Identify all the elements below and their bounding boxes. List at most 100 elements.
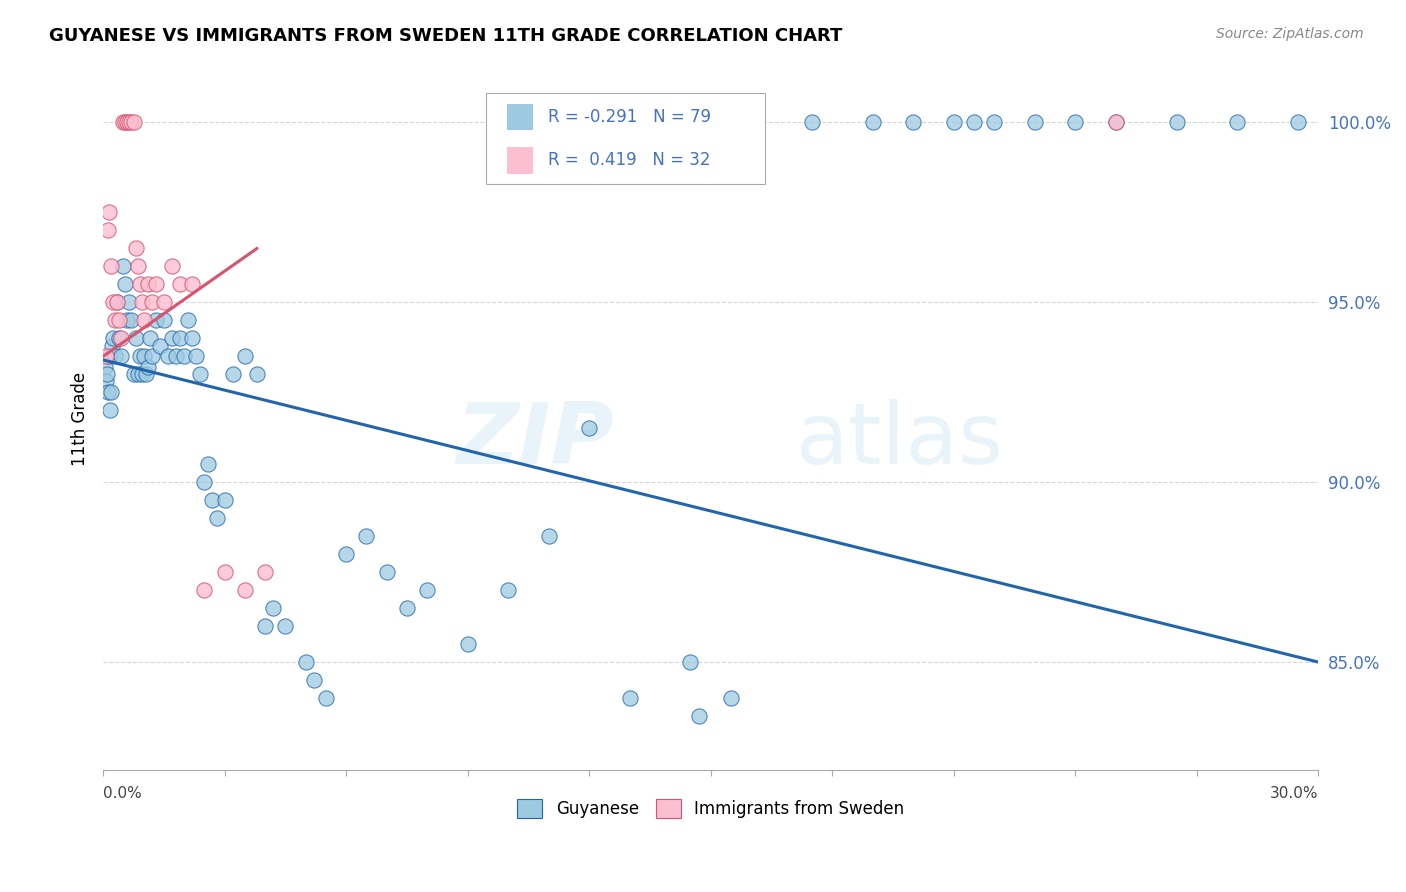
Text: atlas: atlas (796, 399, 1004, 482)
Point (1286, 115, 1309, 129)
Point (104, 349, 127, 363)
Point (131, 295, 153, 310)
FancyBboxPatch shape (506, 147, 533, 174)
Point (214, 565, 236, 579)
Point (578, 421, 600, 435)
Point (201, 493, 224, 508)
Point (128, 277, 150, 292)
Text: R = -0.291   N = 79: R = -0.291 N = 79 (548, 108, 711, 126)
Point (457, 637, 479, 651)
Point (942, 115, 965, 129)
Point (136, 277, 159, 292)
Point (222, 368, 245, 382)
Point (104, 313, 127, 327)
Text: 0.0%: 0.0% (103, 786, 142, 801)
Point (141, 349, 163, 363)
Point (108, 313, 131, 327)
Point (145, 277, 167, 292)
Point (262, 601, 284, 615)
Point (801, 115, 824, 129)
Y-axis label: 11th Grade: 11th Grade (72, 372, 89, 467)
Point (156, 349, 179, 363)
Point (153, 295, 176, 310)
Point (118, 115, 141, 129)
Point (112, 115, 135, 129)
Point (1226, 115, 1249, 129)
Point (181, 277, 204, 292)
Point (496, 583, 519, 598)
FancyBboxPatch shape (506, 103, 533, 130)
Point (114, 277, 136, 292)
Point (114, 115, 136, 129)
Point (537, 529, 560, 543)
Point (193, 475, 215, 490)
Point (983, 115, 1005, 129)
Point (173, 349, 195, 363)
Legend: Guyanese, Immigrants from Sweden: Guyanese, Immigrants from Sweden (510, 793, 911, 825)
Point (101, 338, 124, 352)
Point (160, 331, 183, 345)
Point (132, 313, 155, 327)
Point (94, 360, 117, 375)
Point (153, 313, 176, 327)
Text: R =  0.419   N = 32: R = 0.419 N = 32 (548, 152, 710, 169)
Point (105, 295, 128, 310)
Point (165, 349, 187, 363)
Point (335, 547, 357, 561)
Point (117, 115, 139, 129)
Point (138, 331, 160, 345)
Point (108, 331, 131, 345)
Point (98, 205, 121, 219)
Point (1105, 115, 1128, 129)
Point (416, 583, 439, 598)
Point (97, 223, 120, 237)
Point (1024, 115, 1046, 129)
Point (121, 115, 143, 129)
Point (1105, 115, 1128, 129)
Point (214, 493, 236, 508)
Point (96, 349, 118, 363)
Point (96, 368, 118, 382)
Point (96, 375, 118, 389)
Point (186, 349, 208, 363)
Point (122, 115, 145, 129)
Point (98, 349, 121, 363)
Point (103, 331, 125, 345)
Point (197, 457, 219, 471)
Point (193, 583, 215, 598)
Point (205, 511, 228, 525)
Point (118, 295, 141, 310)
Point (117, 313, 139, 327)
Text: GUYANESE VS IMMIGRANTS FROM SWEDEN 11TH GRADE CORRELATION CHART: GUYANESE VS IMMIGRANTS FROM SWEDEN 11TH … (49, 27, 842, 45)
Point (679, 655, 702, 669)
Point (135, 368, 157, 382)
Point (395, 601, 418, 615)
Point (315, 691, 337, 706)
Point (169, 277, 191, 292)
Point (862, 115, 884, 129)
Point (136, 360, 159, 375)
Point (160, 260, 183, 274)
Text: ZIP: ZIP (456, 399, 613, 482)
Point (188, 368, 211, 382)
Point (254, 619, 277, 633)
Point (1064, 115, 1087, 129)
Text: 30.0%: 30.0% (1270, 786, 1319, 801)
Point (169, 331, 191, 345)
Point (903, 115, 925, 129)
Point (132, 349, 155, 363)
Point (1166, 115, 1188, 129)
Point (149, 338, 172, 352)
Text: Source: ZipAtlas.com: Source: ZipAtlas.com (1216, 27, 1364, 41)
Point (127, 260, 149, 274)
Point (121, 313, 143, 327)
Point (181, 331, 204, 345)
Point (254, 565, 277, 579)
Point (302, 673, 325, 687)
Point (112, 260, 135, 274)
Point (274, 619, 297, 633)
Point (124, 241, 146, 255)
Point (375, 565, 398, 579)
Point (131, 368, 153, 382)
FancyBboxPatch shape (486, 93, 765, 185)
